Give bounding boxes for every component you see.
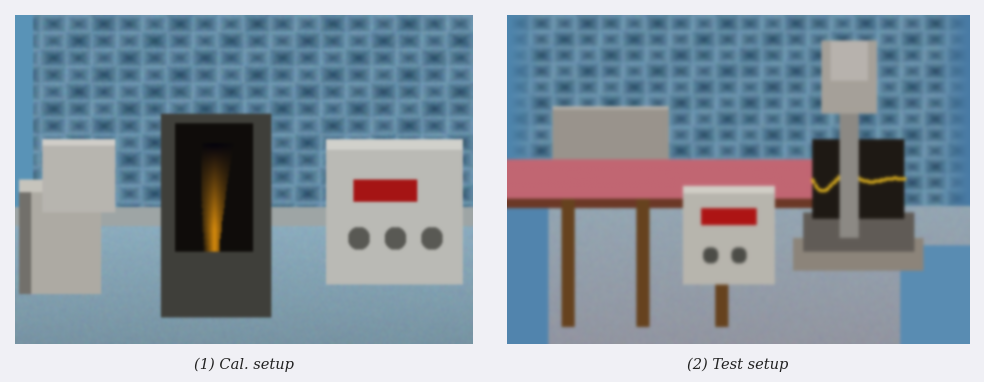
Text: (1) Cal. setup: (1) Cal. setup: [194, 358, 294, 372]
Text: (2) Test setup: (2) Test setup: [687, 358, 789, 372]
